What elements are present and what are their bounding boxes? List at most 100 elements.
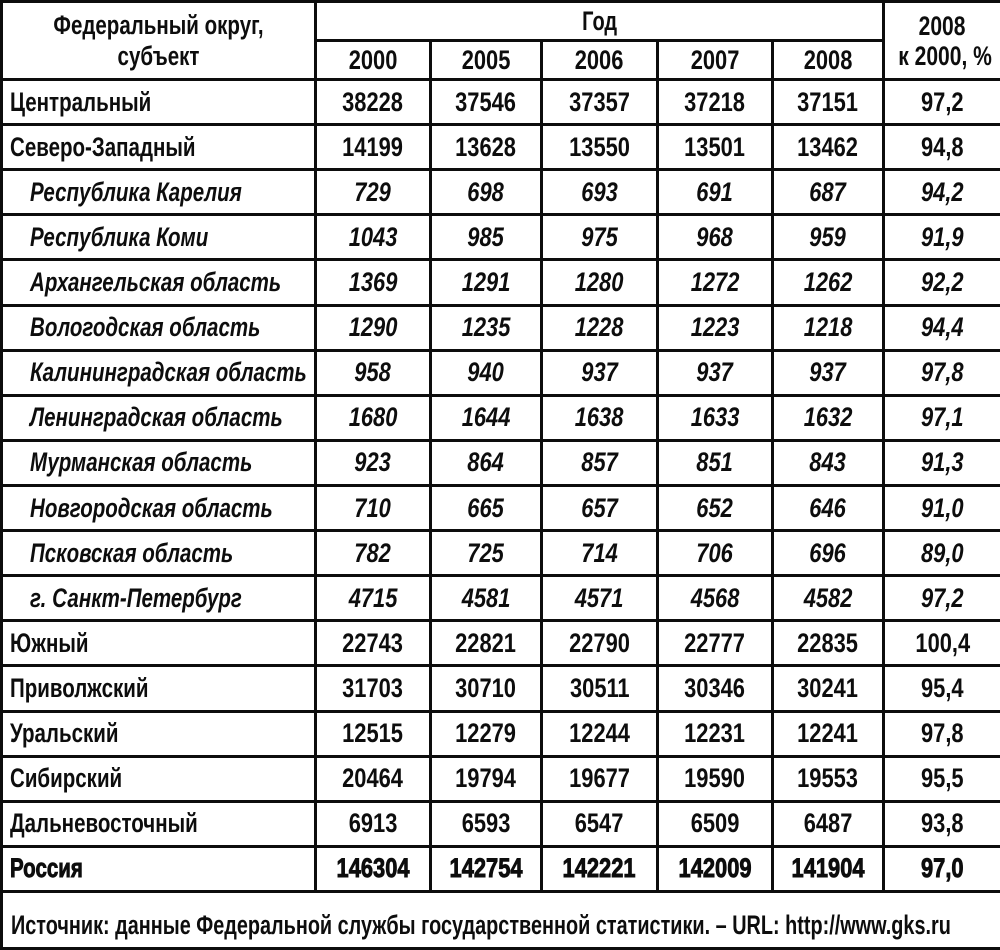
- value-cell: 30241: [770, 664, 886, 713]
- cell-value: 1272: [690, 266, 740, 297]
- value-cell: 843: [770, 438, 886, 487]
- value-cell: 12244: [540, 709, 659, 758]
- cell-value: 698: [467, 176, 505, 207]
- cell-value: 710: [354, 492, 392, 523]
- cell-value: 30346: [684, 672, 746, 703]
- cell-value: 22743: [342, 627, 404, 658]
- header-subject: Федеральный округ, субъект: [0, 0, 317, 81]
- cell-value: 22777: [684, 627, 746, 658]
- value-cell: 6487: [770, 799, 886, 848]
- header-years-row: 2000 2005 2006 2007 2008: [2, 39, 1000, 81]
- table-row: Уральский 12515 12279 12244 12231 12241 97,8: [0, 709, 1000, 758]
- row-label-text: Архангельская область: [30, 266, 282, 297]
- cell-value: 12279: [455, 718, 517, 749]
- table-row: г. Санкт-Петербург 4715 4581 4571 4568 4582 97…: [0, 574, 1000, 623]
- value-cell: 6593: [429, 799, 543, 848]
- row-label-text: Уральский: [10, 718, 119, 749]
- value-cell: 4581: [429, 574, 543, 623]
- cell-value: 1633: [690, 402, 740, 433]
- cell-value: 6487: [803, 808, 853, 839]
- value-cell: 1280: [540, 258, 659, 307]
- value-cell: 985: [429, 213, 543, 262]
- cell-value: 696: [809, 537, 847, 568]
- row-label-text: Псковская область: [30, 537, 234, 568]
- value-cell: 968: [656, 213, 774, 262]
- ratio-cell: 97,2: [882, 574, 1000, 623]
- value-cell: 22777: [656, 619, 774, 668]
- cell-value: 4715: [348, 582, 398, 613]
- ratio-cell: 95,5: [882, 754, 1000, 803]
- row-label: Псковская область: [0, 529, 317, 578]
- value-cell: 665: [429, 483, 543, 533]
- table-row: Россия 146304 142754 142221 142009 141904 97,0: [0, 844, 1000, 894]
- value-cell: 19794: [429, 754, 543, 803]
- value-cell: 19590: [656, 754, 774, 803]
- cell-value: 94,4: [921, 312, 964, 343]
- cell-value: 6509: [690, 808, 740, 839]
- row-label-text: Новгородская область: [30, 492, 273, 523]
- value-cell: 22821: [429, 619, 543, 668]
- row-label-text: Россия: [10, 853, 84, 884]
- cell-value: 1680: [348, 402, 398, 433]
- value-cell: 729: [314, 168, 432, 217]
- row-label-text: Северо-Западный: [10, 131, 196, 162]
- cell-value: 30511: [569, 672, 630, 703]
- header-year-2000: 2000: [314, 39, 432, 81]
- header-ratio: 2008 к 2000, %: [882, 0, 1000, 81]
- table-row: Южный 22743 22821 22790 22777 22835 100,4: [0, 619, 1000, 668]
- row-label-text: г. Санкт-Петербург: [30, 582, 242, 613]
- value-cell: 1290: [314, 303, 432, 352]
- ratio-cell: 92,2: [882, 258, 1000, 307]
- value-cell: 31703: [314, 664, 432, 713]
- value-cell: 146304: [314, 844, 432, 894]
- cell-value: 959: [809, 221, 847, 252]
- ratio-cell: 97,1: [882, 393, 1000, 442]
- cell-value: 4582: [803, 582, 853, 613]
- value-cell: 691: [656, 168, 774, 217]
- row-label: Ленинградская область: [0, 393, 317, 442]
- cell-value: 1291: [461, 266, 511, 297]
- value-cell: 1218: [770, 303, 886, 352]
- ratio-cell: 93,8: [882, 799, 1000, 848]
- row-label: Уральский: [0, 709, 317, 758]
- cell-value: 937: [581, 357, 618, 388]
- cell-value: 1228: [575, 312, 624, 343]
- value-cell: 1043: [314, 213, 432, 262]
- value-cell: 4568: [656, 574, 774, 623]
- value-cell: 4571: [540, 574, 659, 623]
- value-cell: 714: [540, 529, 659, 578]
- row-label-text: Республика Коми: [30, 221, 209, 252]
- row-label: Дальневосточный: [0, 799, 317, 848]
- cell-value: 646: [809, 492, 847, 523]
- cell-value: 100,4: [915, 627, 970, 658]
- row-label: Новгородская область: [0, 483, 317, 533]
- value-cell: 693: [540, 168, 659, 217]
- cell-value: 31703: [342, 672, 404, 703]
- ratio-cell: 97,8: [882, 709, 1000, 758]
- ratio-cell: 91,0: [882, 483, 1000, 533]
- cell-value: 142754: [449, 853, 523, 884]
- table-body: Центральный 38228 37546 37357 37218 37151 97,2…: [0, 77, 1000, 894]
- value-cell: 12279: [429, 709, 543, 758]
- cell-value: 38228: [342, 86, 404, 117]
- value-cell: 22743: [314, 619, 432, 668]
- value-cell: 782: [314, 529, 432, 578]
- value-cell: 12515: [314, 709, 432, 758]
- value-cell: 1262: [770, 258, 886, 307]
- row-label: Россия: [0, 844, 317, 894]
- row-label: г. Санкт-Петербург: [0, 574, 317, 623]
- value-cell: 1235: [429, 303, 543, 352]
- cell-value: 97,8: [921, 718, 964, 749]
- row-label-text: Республика Карелия: [30, 176, 242, 207]
- cell-value: 37357: [569, 86, 630, 117]
- header-year-label: 2000: [348, 44, 398, 75]
- header-year-2005: 2005: [429, 39, 543, 81]
- cell-value: 4581: [461, 582, 511, 613]
- cell-value: 12231: [684, 718, 746, 749]
- value-cell: 19677: [540, 754, 659, 803]
- value-cell: 652: [656, 483, 774, 533]
- row-label-text: Дальневосточный: [10, 808, 198, 839]
- value-cell: 6913: [314, 799, 432, 848]
- cell-value: 95,5: [921, 763, 964, 794]
- value-cell: 14199: [314, 123, 432, 172]
